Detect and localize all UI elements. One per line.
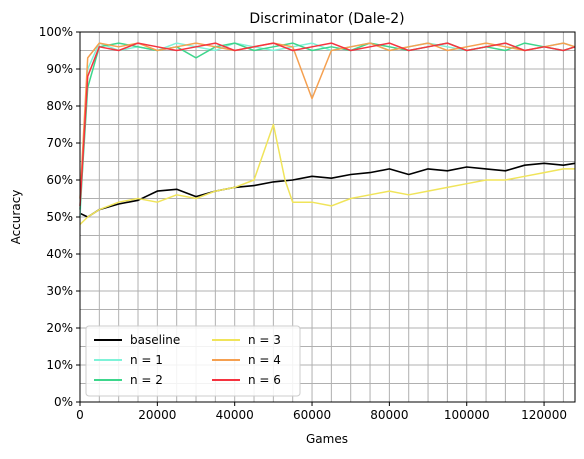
y-tick-label: 90% [46, 62, 73, 76]
legend-label: n = 4 [248, 353, 281, 367]
series-line-baseline [79, 162, 576, 218]
series-line-n-4 [79, 42, 576, 199]
y-axis-label: Accuracy [9, 190, 23, 245]
y-tick-label: 60% [46, 173, 73, 187]
legend-label: baseline [130, 333, 180, 347]
series-line-n-6 [79, 42, 576, 206]
legend-label: n = 3 [248, 333, 281, 347]
y-tick-label: 50% [46, 210, 73, 224]
x-tick-label: 60000 [293, 408, 331, 422]
chart-title: Discriminator (Dale-2) [249, 11, 404, 27]
series-line-n-2 [79, 42, 576, 210]
x-tick-label: 0 [76, 408, 84, 422]
legend: baseline n = 1 n = 2 n = 3 n = 4 n = 6 [85, 325, 301, 397]
axes-layer: 0 20000 40000 60000 80000 100000 120000 0% 10% 20… [39, 25, 576, 422]
y-tick-label: 70% [46, 136, 73, 150]
legend-label: n = 6 [248, 373, 281, 387]
y-tick-label: 10% [46, 358, 73, 372]
y-tick-label: 40% [46, 247, 73, 261]
x-tick-label: 80000 [370, 408, 408, 422]
legend-label: n = 1 [130, 353, 163, 367]
y-tick-label: 80% [46, 99, 73, 113]
x-tick-label: 120000 [521, 408, 567, 422]
y-tick-label: 100% [39, 25, 73, 39]
series-layer [79, 42, 576, 225]
y-tick-label: 30% [46, 284, 73, 298]
legend-label: n = 2 [130, 373, 163, 387]
series-line-n-3 [79, 123, 575, 225]
legend-box [85, 325, 301, 397]
x-tick-label: 40000 [216, 408, 254, 422]
x-tick-label: 100000 [444, 408, 490, 422]
x-tick-label: 20000 [138, 408, 176, 422]
y-tick-label: 0% [54, 395, 73, 409]
y-tick-label: 20% [46, 321, 73, 335]
x-axis-label: Games [306, 432, 348, 446]
